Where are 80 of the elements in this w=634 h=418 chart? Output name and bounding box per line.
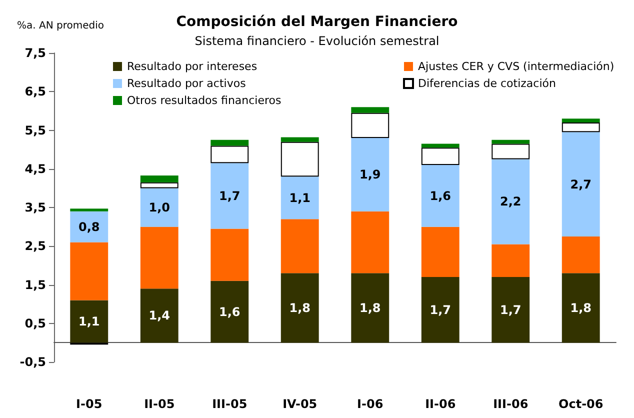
bar — [421, 148, 460, 166]
bar — [562, 273, 600, 343]
bar — [492, 277, 530, 343]
bar — [421, 144, 460, 148]
data-label: 1,1 — [289, 190, 311, 205]
bar — [70, 242, 108, 300]
bar — [492, 244, 530, 278]
bar — [492, 140, 530, 144]
y-tick-label: 0,5 — [24, 316, 46, 330]
legend-label: Otros resultados financieros — [127, 94, 282, 107]
data-label: 0,8 — [78, 220, 100, 234]
data-label: 1,8 — [570, 300, 592, 315]
y-tick-label: 6,5 — [24, 84, 46, 99]
legend-label: Diferencias de cotización — [418, 77, 556, 90]
x-tick-label: I-06 — [357, 397, 384, 411]
bar — [280, 137, 319, 142]
data-label: 1,0 — [148, 200, 170, 214]
bar — [70, 208, 108, 212]
bar — [351, 273, 390, 343]
bar — [280, 273, 319, 343]
bar — [351, 211, 390, 274]
data-label: 1,9 — [359, 168, 381, 182]
bar — [421, 277, 460, 343]
bar — [492, 144, 530, 160]
bar — [140, 188, 178, 227]
bar — [140, 175, 178, 182]
legend-label: Resultado por activos — [127, 77, 246, 90]
bar — [351, 107, 390, 113]
data-label: 2,7 — [570, 177, 592, 192]
y-axis-title: %a. AN promedio — [17, 20, 104, 32]
x-tick-label: II-06 — [425, 397, 456, 411]
x-tick-label: I-05 — [76, 397, 102, 411]
y-tick-label: 4,5 — [24, 162, 46, 176]
legend-label: Resultado por intereses — [127, 60, 258, 73]
bar — [562, 132, 600, 236]
bar — [562, 236, 600, 274]
x-tick-label: III-05 — [212, 397, 248, 411]
data-label: 1,7 — [500, 302, 522, 317]
data-label: 1,6 — [218, 304, 240, 319]
chart-title: Composición del Margen Financiero — [176, 14, 458, 30]
x-tick-label: III-06 — [493, 397, 528, 411]
bar — [421, 226, 460, 278]
bar — [351, 112, 390, 138]
bar — [140, 226, 178, 289]
y-tick-label: 3,5 — [24, 200, 46, 214]
bar — [562, 122, 600, 132]
bar — [421, 165, 460, 227]
bar — [492, 159, 530, 244]
bar — [70, 211, 108, 242]
data-label: 2,2 — [500, 194, 522, 209]
bar — [280, 219, 319, 274]
y-tick-label: 1,5 — [24, 278, 46, 292]
bar — [70, 300, 108, 343]
data-label: 1,4 — [148, 308, 170, 323]
y-tick-label: 5,5 — [24, 123, 46, 138]
x-tick-label: II-05 — [144, 397, 175, 411]
bar — [210, 228, 249, 281]
y-tick-label: 7,5 — [24, 46, 46, 60]
data-label: 1,7 — [218, 188, 240, 203]
chart-subtitle: Sistema financiero - Evolución semestral — [194, 34, 440, 48]
bar — [280, 142, 319, 177]
data-label: 1,7 — [430, 302, 452, 317]
bar — [210, 163, 249, 229]
data-label: 1,8 — [289, 300, 311, 315]
bar — [210, 280, 249, 343]
legend-label: Ajustes CER y CVS (intermediación) — [418, 60, 614, 73]
bar — [140, 182, 178, 188]
data-label: 1,6 — [430, 188, 452, 203]
bar — [140, 288, 178, 343]
data-label: 1,8 — [359, 300, 381, 315]
y-tick-label: 2,5 — [24, 239, 46, 254]
bar — [562, 118, 600, 123]
x-tick-label: IV-05 — [282, 397, 318, 411]
bar — [351, 138, 390, 212]
data-label: 1,1 — [78, 314, 100, 328]
bar — [210, 140, 249, 146]
bar — [210, 146, 249, 164]
x-tick-label: Oct-06 — [558, 397, 604, 411]
y-tick-label: -0,5 — [20, 355, 46, 369]
bar — [280, 176, 319, 220]
